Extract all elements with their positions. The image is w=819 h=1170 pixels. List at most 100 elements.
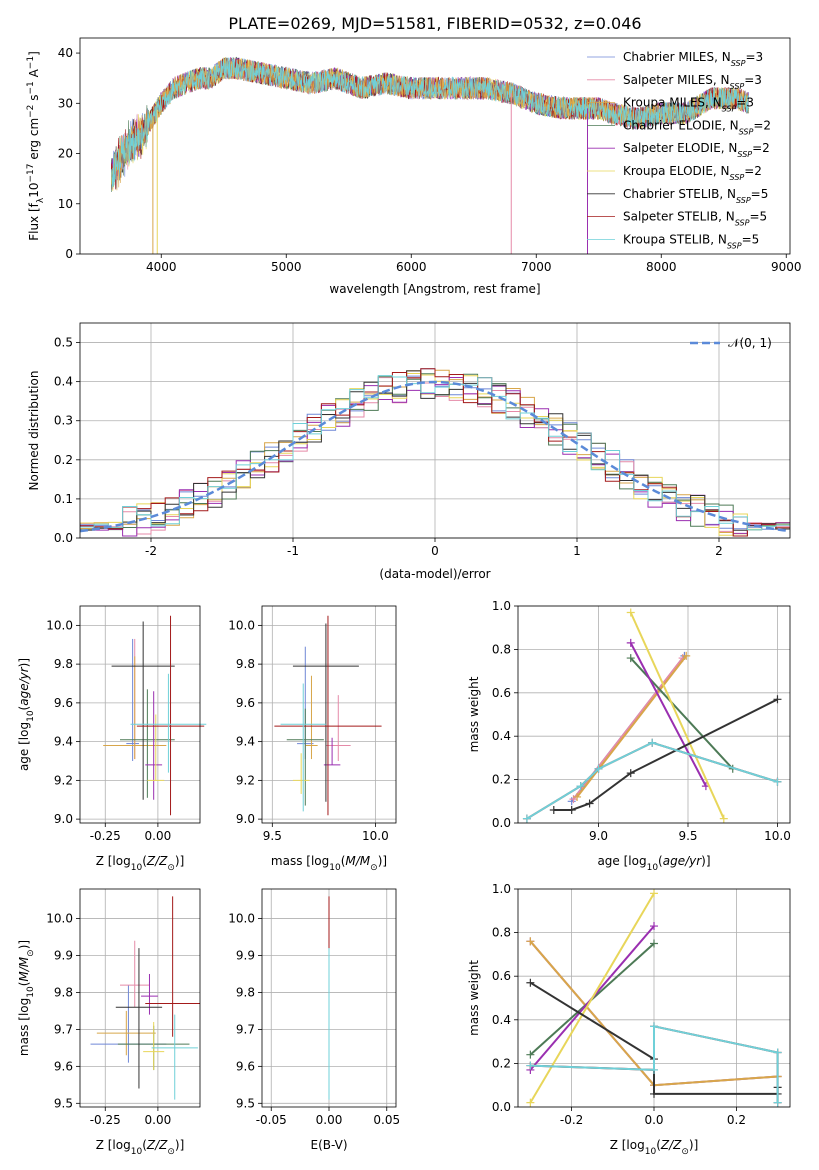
label-part: ( [341, 854, 346, 868]
label-part: 10 [645, 1147, 657, 1157]
weight-marker [650, 1065, 658, 1074]
histogram-series [80, 370, 790, 531]
label-part: ⊙ [167, 863, 175, 873]
axes-frame [79, 322, 791, 539]
y-tick-label: 0.3 [54, 414, 73, 428]
y-tick-label: 10.0 [228, 618, 255, 632]
y-tick-label: 9.8 [236, 657, 255, 671]
weight-marker [526, 978, 535, 987]
gridlines [80, 606, 200, 823]
weight-marker [526, 1098, 535, 1107]
label-part: 10 [131, 863, 143, 873]
y-tick-label: 9.6 [54, 696, 73, 710]
y-tick-label: 9.9 [54, 949, 73, 963]
y-tick-label: 9.5 [54, 1096, 73, 1110]
weight-marker [585, 799, 594, 808]
ticks: -0.05 0.00 0.05 9.5 9.6 9.7 9.8 9.9 10.0 [228, 912, 400, 1127]
legend: 𝒩(0, 1) [690, 336, 772, 350]
label-part: Z/Z [146, 1138, 168, 1152]
label-part: wavelength [Angstrom, rest frame] [329, 282, 540, 296]
spectrum-panel: 4000 5000 6000 7000 8000 9000 0 10 20 30 40 Chabrie… [26, 37, 802, 296]
legend-label-base: Salpeter ELODIE, N [623, 141, 737, 155]
weight-marker [573, 792, 582, 801]
legend-label-tail: =2 [752, 141, 770, 155]
error-bars [103, 615, 207, 816]
legend-label-sub: SSP [735, 218, 750, 227]
y-tick-label: 9.0 [54, 812, 73, 826]
axes-frame [517, 888, 791, 1108]
y-tick-label: 0 [65, 247, 73, 261]
legend-label: Chabrier ELODIE, NSSP=2 [623, 118, 771, 136]
weight-marker [773, 695, 782, 704]
weight-lines [522, 608, 782, 823]
weight-marker [567, 805, 576, 814]
y-tick-label: 1.0 [492, 599, 511, 613]
label-part: Z [log [610, 1138, 645, 1152]
weight-line [629, 612, 725, 820]
y-tick-label: 0.1 [54, 492, 73, 506]
x-tick-label: -0.05 [256, 1113, 287, 1127]
label-part: age/yr [663, 854, 702, 868]
x-axis-label: E(B-V) [310, 1138, 347, 1152]
x-tick-label: 9.0 [589, 829, 608, 843]
weight-marker [650, 1089, 658, 1098]
legend-label: Salpeter MILES, NSSP=3 [623, 73, 762, 91]
y-tick-label: 9.7 [54, 1022, 73, 1036]
x-tick-label: -1 [287, 544, 299, 558]
histogram-series [80, 368, 790, 537]
weight-line [553, 698, 778, 811]
weight-marker [626, 654, 635, 663]
label-part: 10 [26, 986, 36, 998]
weight-marker [650, 889, 658, 898]
legend-label: Chabrier STELIB, NSSP=5 [623, 187, 768, 205]
y-tick-label: 0.4 [492, 729, 511, 743]
label-part: ] [27, 51, 41, 56]
y-tick-label: 0.0 [492, 1100, 511, 1114]
label-part: M/M [345, 854, 370, 868]
legend-label-tail: =2 [753, 118, 771, 132]
label-part: −2 [26, 105, 36, 118]
axes-frame [79, 888, 201, 1108]
y-tick-label: 0.0 [54, 531, 73, 545]
weight-marker [773, 1098, 782, 1107]
y-tick-label: 40 [58, 46, 73, 60]
legend-label: Kroupa STELIB, NSSP=5 [623, 232, 759, 250]
label-part: ⊙ [370, 863, 378, 873]
y-tick-label: 10.0 [46, 618, 73, 632]
x-tick-label: 0.2 [727, 1113, 746, 1127]
label-part: ( [17, 706, 31, 711]
legend-label: 𝒩(0, 1) [728, 336, 772, 350]
residuals-panel: -2 -1 0 1 2 0.0 0.1 0.2 0.3 0.4 0.5 𝒩(0, 1) (data-mo… [27, 322, 791, 581]
legend-label-sub: SSP [736, 195, 751, 204]
weight-line [629, 642, 707, 787]
ticks: -2 -1 0 1 2 0.0 0.1 0.2 0.3 0.4 0.5 [54, 336, 723, 558]
label-part: )] [17, 940, 31, 949]
label-part: )] [689, 1138, 698, 1152]
legend-label-tail: =5 [749, 210, 767, 224]
x-tick-label: 6000 [396, 260, 427, 274]
y-tick-label: 0.5 [54, 336, 73, 350]
legend-label-base: Salpeter MILES, N [623, 73, 730, 87]
legend-label-base: Salpeter STELIB, N [623, 210, 735, 224]
y-tick-label: 20 [58, 147, 73, 161]
label-part: 10 [647, 863, 659, 873]
weight-marker [576, 782, 585, 791]
ticks: 9.0 9.5 10.0 0.0 0.2 0.4 0.6 0.8 1.0 [492, 599, 791, 843]
z-mass-panel: -0.25 0.009.59.69.79.89.910.0Z [log10(Z/Z… [17, 888, 201, 1157]
label-part: age [log [17, 722, 31, 771]
axes-frame [79, 37, 791, 255]
label-part: 10 [26, 710, 36, 722]
weight-marker [648, 738, 657, 747]
weight-marker [522, 814, 531, 823]
label-part: λ [36, 197, 46, 203]
x-tick-label: 9000 [771, 260, 802, 274]
x-axis-label: Z [log10(Z/Z⊙)] [610, 1138, 699, 1157]
legend-label: Kroupa ELODIE, NSSP=2 [623, 164, 762, 182]
x-tick-label: 0.00 [316, 1113, 343, 1127]
figure-title: PLATE=0269, MJD=51581, FIBERID=0532, z=0… [228, 14, 641, 33]
weight-line [576, 655, 687, 798]
x-tick-label: 10.0 [764, 829, 791, 843]
y-tick-label: 9.8 [236, 985, 255, 999]
legend-label-base: Kroupa ELODIE, N [623, 164, 730, 178]
